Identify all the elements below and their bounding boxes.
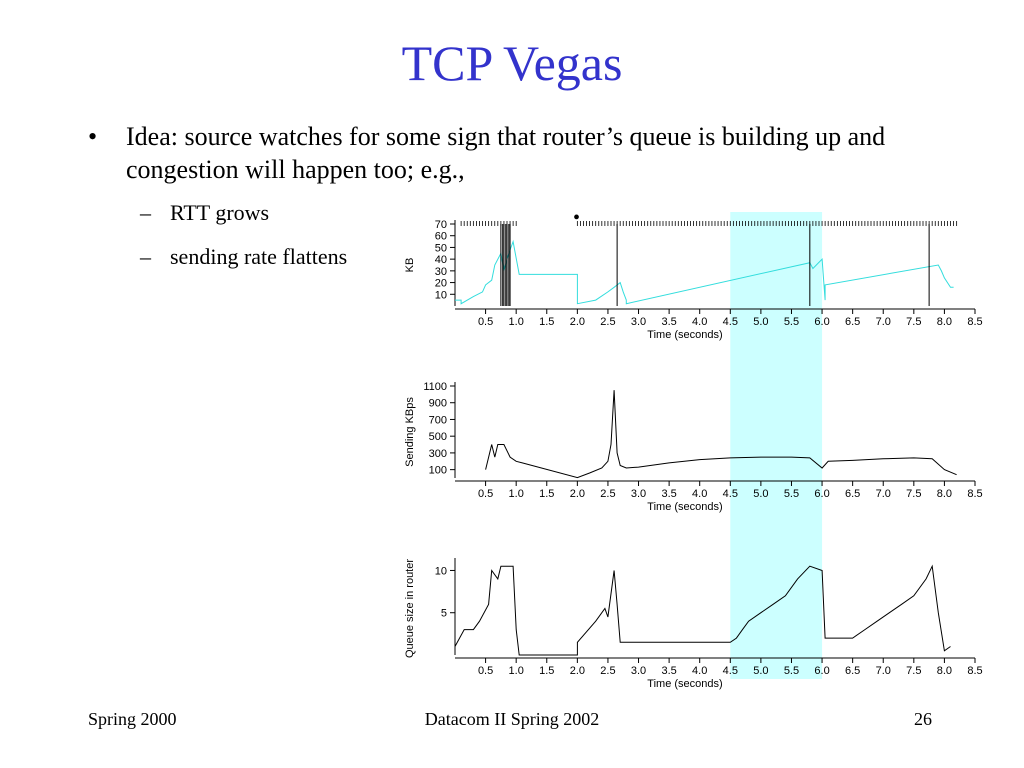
x-tick-label: 8.0 (937, 665, 952, 677)
x-tick-label: 5.5 (784, 488, 799, 500)
x-tick-label: 5.5 (784, 665, 799, 677)
x-tick-label: 8.5 (967, 665, 982, 677)
x-tick-label: 2.5 (600, 488, 615, 500)
x-tick-label: 7.5 (906, 488, 921, 500)
x-tick-label: 6.0 (814, 316, 829, 328)
x-tick-label: 4.5 (723, 488, 738, 500)
y-tick-label: 10 (435, 289, 447, 301)
highlight-band (730, 212, 823, 679)
y-tick-label: 1100 (423, 381, 447, 393)
y-tick-label: 5 (441, 608, 447, 620)
y-tick-label: 500 (429, 431, 447, 443)
x-tick-label: 8.0 (937, 488, 952, 500)
y-tick-label: 30 (435, 266, 447, 278)
x-tick-label: 7.0 (876, 488, 891, 500)
x-tick-label: 2.5 (600, 665, 615, 677)
y-tick-label: 10 (435, 565, 447, 577)
sub-bullet-marker: – (140, 244, 151, 269)
x-tick-label: 1.0 (509, 665, 524, 677)
footer-right: 26 (914, 709, 932, 729)
x-tick-label: 0.5 (478, 316, 493, 328)
x-tick-label: 7.0 (876, 665, 891, 677)
x-tick-label: 3.0 (631, 488, 646, 500)
x-tick-label: 7.5 (906, 316, 921, 328)
x-tick-label: 1.5 (539, 665, 554, 677)
y-tick-label: 70 (435, 219, 447, 231)
x-tick-label: 2.0 (570, 665, 585, 677)
x-tick-label: 3.5 (661, 488, 676, 500)
bullet-marker: • (88, 122, 98, 151)
sub-bullet-text: sending rate flattens (170, 244, 348, 269)
x-tick-label: 3.0 (631, 316, 646, 328)
sending-rate-chart: 0.5 1.0 1.5 2.0 2.5 3.0 3.5 4.0 4.5 5.0 5.5 6.0 6.5 7… (404, 381, 983, 513)
cwnd-chart: 0.5 1.0 1.5 2.0 2.5 3.0 3.5 4.0 4.5 5.0 5.5 6.0 6.5 7… (404, 219, 983, 341)
x-axis-label: Time (seconds) (647, 501, 722, 513)
x-tick-label: 2.0 (570, 316, 585, 328)
y-axis-label: Sending KBps (404, 397, 416, 467)
x-tick-label: 6.5 (845, 665, 860, 677)
y-tick-label: 900 (429, 398, 447, 410)
x-tick-label: 6.5 (845, 316, 860, 328)
x-tick-label: 1.5 (539, 316, 554, 328)
slide-title: TCP Vegas (401, 35, 623, 91)
x-tick-label: 8.5 (967, 316, 982, 328)
x-tick-label: 5.5 (784, 316, 799, 328)
x-tick-label: 2.0 (570, 488, 585, 500)
y-tick-label: 100 (429, 465, 447, 477)
x-tick-label: 6.0 (814, 665, 829, 677)
series-line (455, 239, 954, 305)
x-tick-label: 6.5 (845, 488, 860, 500)
x-tick-label: 1.0 (509, 488, 524, 500)
series-line (454, 564, 951, 656)
x-tick-label: 1.5 (539, 488, 554, 500)
x-tick-label: 4.0 (692, 316, 707, 328)
x-tick-label: 7.0 (876, 316, 891, 328)
bullet-text: Idea: source watches for some sign that … (126, 122, 886, 184)
x-tick-label: 4.5 (723, 316, 738, 328)
y-tick-label: 40 (435, 254, 447, 266)
x-tick-label: 5.0 (753, 488, 768, 500)
y-tick-label: 60 (435, 231, 447, 243)
y-tick-label: 300 (429, 448, 447, 460)
footer-center: Datacom II Spring 2002 (424, 709, 600, 729)
x-tick-label: 8.0 (937, 316, 952, 328)
x-tick-label: 8.5 (967, 488, 982, 500)
y-tick-label: 50 (435, 242, 447, 254)
stray-mark: • (573, 207, 581, 229)
x-tick-label: 6.0 (814, 488, 829, 500)
x-tick-label: 4.5 (723, 665, 738, 677)
sub-bullet-text: RTT grows (170, 200, 270, 225)
queue-size-chart: 0.5 1.0 1.5 2.0 2.5 3.0 3.5 4.0 4.5 5.0 5.5 6.0 6.5 7… (404, 558, 983, 690)
x-tick-label: 3.5 (661, 316, 676, 328)
x-axis-label: Time (seconds) (647, 329, 722, 341)
sub-bullet-marker: – (140, 200, 151, 225)
series-line (485, 390, 957, 479)
x-tick-label: 3.0 (631, 665, 646, 677)
x-tick-label: 0.5 (478, 488, 493, 500)
x-tick-label: 4.0 (692, 488, 707, 500)
x-tick-label: 4.0 (692, 665, 707, 677)
x-tick-label: 7.5 (906, 665, 921, 677)
footer-left: Spring 2000 (88, 709, 177, 729)
x-axis-label: Time (seconds) (647, 678, 722, 690)
y-tick-label: 20 (435, 278, 447, 290)
x-tick-label: 0.5 (478, 665, 493, 677)
y-axis-label: Queue size in router (404, 559, 416, 658)
x-tick-label: 3.5 (661, 665, 676, 677)
x-tick-label: 2.5 (600, 316, 615, 328)
x-tick-label: 1.0 (509, 316, 524, 328)
x-tick-label: 5.0 (753, 316, 768, 328)
y-tick-label: 700 (429, 414, 447, 426)
x-tick-label: 5.0 (753, 665, 768, 677)
y-axis-label: KB (404, 258, 416, 273)
